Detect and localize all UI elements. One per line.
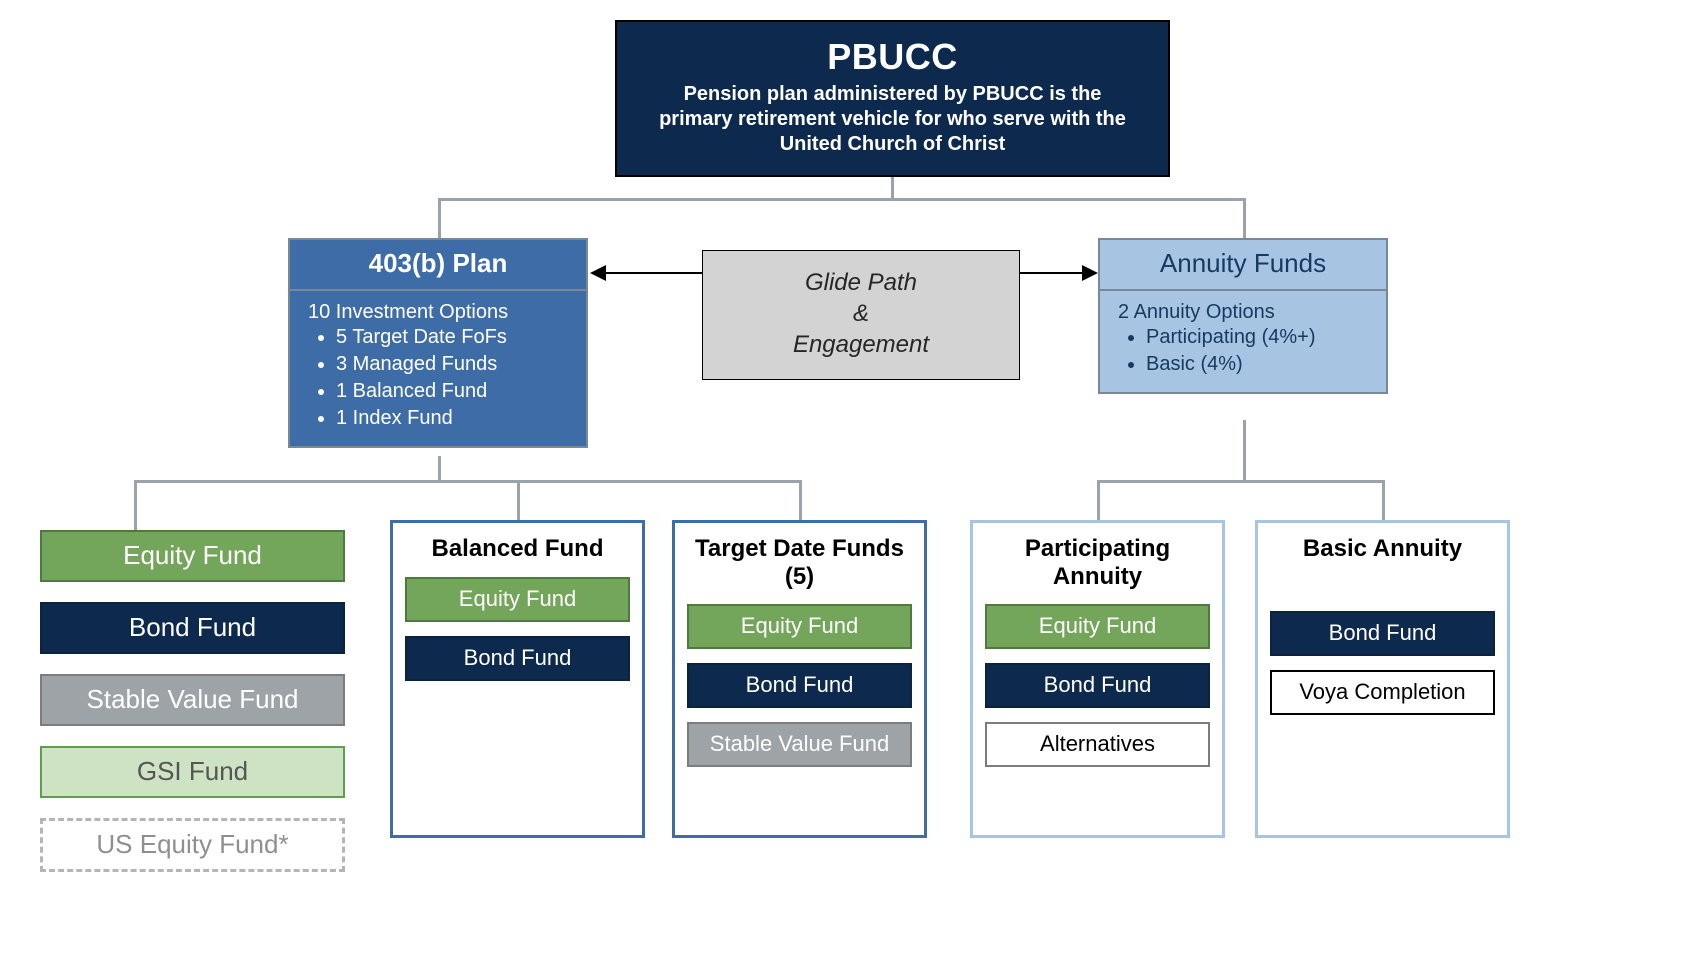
top-card: PBUCC Pension plan administered by PBUCC… xyxy=(615,20,1170,177)
connector xyxy=(1243,420,1246,480)
pill-equity-fund: Equity Fund xyxy=(40,530,345,582)
pill-column: Equity Fund Bond Fund xyxy=(405,577,630,681)
plan-403b-item: 5 Target Date FoFs xyxy=(336,324,568,351)
arrow-head-right xyxy=(1082,265,1098,281)
card-basic-annuity: Basic Annuity Bond Fund Voya Completion xyxy=(1255,520,1510,838)
connector xyxy=(438,456,441,480)
glide-line3: Engagement xyxy=(733,329,989,360)
plan-403b-item: 3 Managed Funds xyxy=(336,351,568,378)
annuity-body: 2 Annuity Options Participating (4%+) Ba… xyxy=(1100,289,1386,392)
annuity-body-title: 2 Annuity Options xyxy=(1118,301,1368,324)
pill-alternatives: Alternatives xyxy=(985,722,1210,767)
connector xyxy=(1097,480,1385,483)
plan-403b-body: 10 Investment Options 5 Target Date FoFs… xyxy=(290,289,586,446)
pill-us-equity-fund: US Equity Fund* xyxy=(40,818,345,872)
pill-stable-value-fund: Stable Value Fund xyxy=(40,674,345,726)
pill-column: Equity Fund Bond Fund Alternatives xyxy=(985,604,1210,767)
plan-403b-head: 403(b) Plan xyxy=(290,240,586,289)
connector xyxy=(1382,480,1385,520)
glide-line2: & xyxy=(733,298,989,329)
plan-403b-item: 1 Balanced Fund xyxy=(336,378,568,405)
plan-403b-body-title: 10 Investment Options xyxy=(308,301,568,324)
pill-gsi-fund: GSI Fund xyxy=(40,746,345,798)
top-subtitle: Pension plan administered by PBUCC is th… xyxy=(647,82,1138,157)
pill-voya-completion: Voya Completion xyxy=(1270,670,1495,715)
pill-stable-value-fund: Stable Value Fund xyxy=(687,722,912,767)
card-title: Basic Annuity xyxy=(1270,535,1495,563)
card-participating-annuity: Participating Annuity Equity Fund Bond F… xyxy=(970,520,1225,838)
glide-box: Glide Path & Engagement xyxy=(702,250,1020,380)
connector xyxy=(134,480,137,530)
glide-line1: Glide Path xyxy=(733,267,989,298)
annuity-item: Basic (4%) xyxy=(1146,351,1368,378)
card-balanced-fund: Balanced Fund Equity Fund Bond Fund xyxy=(390,520,645,838)
card-title: Participating Annuity xyxy=(985,535,1210,590)
connector xyxy=(438,198,1245,201)
pill-column: Equity Fund Bond Fund Stable Value Fund xyxy=(687,604,912,767)
plan-403b-item: 1 Index Fund xyxy=(336,405,568,432)
connector xyxy=(134,480,802,483)
annuity-box: Annuity Funds 2 Annuity Options Particip… xyxy=(1098,238,1388,394)
connector xyxy=(799,480,802,520)
pill-bond-fund: Bond Fund xyxy=(405,636,630,681)
arrow-head-left xyxy=(590,265,606,281)
annuity-head: Annuity Funds xyxy=(1100,240,1386,289)
plan-403b-box: 403(b) Plan 10 Investment Options 5 Targ… xyxy=(288,238,588,448)
arrow-line-left xyxy=(606,272,702,274)
card-title: Balanced Fund xyxy=(405,535,630,563)
arrow-line-right xyxy=(1020,272,1082,274)
col0-pill-column: Equity Fund Bond Fund Stable Value Fund … xyxy=(40,530,345,872)
pill-equity-fund: Equity Fund xyxy=(985,604,1210,649)
annuity-item: Participating (4%+) xyxy=(1146,324,1368,351)
pill-bond-fund: Bond Fund xyxy=(985,663,1210,708)
annuity-list: Participating (4%+) Basic (4%) xyxy=(1146,324,1368,378)
pill-bond-fund: Bond Fund xyxy=(687,663,912,708)
card-target-date-funds: Target Date Funds (5) Equity Fund Bond F… xyxy=(672,520,927,838)
pill-bond-fund: Bond Fund xyxy=(40,602,345,654)
card-title: Target Date Funds (5) xyxy=(687,535,912,590)
connector xyxy=(517,480,520,520)
connector xyxy=(438,198,441,238)
pill-column: Bond Fund Voya Completion xyxy=(1270,611,1495,715)
pill-equity-fund: Equity Fund xyxy=(687,604,912,649)
top-title: PBUCC xyxy=(647,36,1138,78)
pill-equity-fund: Equity Fund xyxy=(405,577,630,622)
plan-403b-list: 5 Target Date FoFs 3 Managed Funds 1 Bal… xyxy=(336,324,568,432)
pill-bond-fund: Bond Fund xyxy=(1270,611,1495,656)
connector xyxy=(1097,480,1100,520)
connector xyxy=(1243,198,1246,238)
